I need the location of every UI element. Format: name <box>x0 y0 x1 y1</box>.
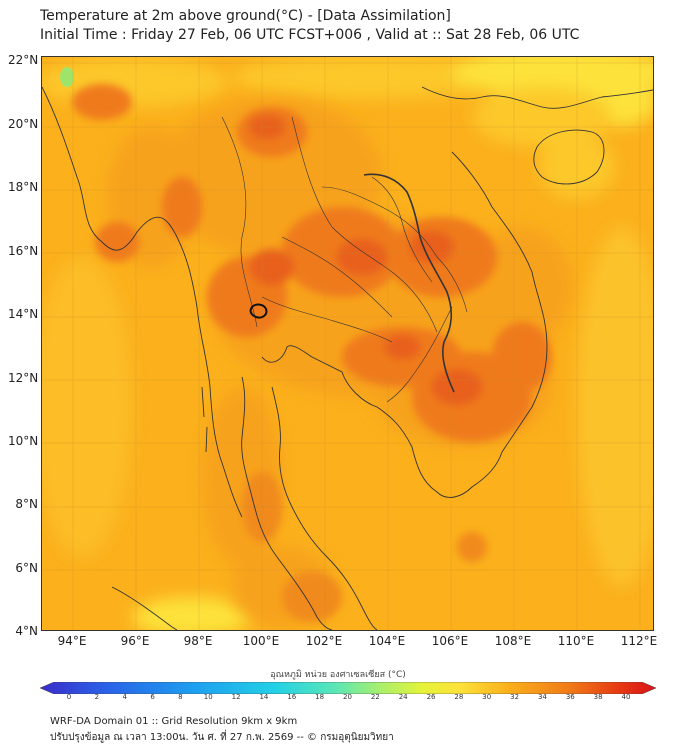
lon-label-110e: 110°E <box>557 634 595 648</box>
colorbar-tick-label: 8 <box>178 693 183 701</box>
hainan-island <box>533 129 605 185</box>
colorbar-tick-label: 14 <box>259 693 269 701</box>
colorbar-tick-label: 32 <box>510 693 520 701</box>
colorbar-title: อุณหภูมิ หน่วย องศาเซลเซียส (°C) <box>270 670 406 680</box>
lon-label-96e: 96°E <box>120 634 150 648</box>
lon-label-112e: 112°E <box>620 634 658 648</box>
river-line <box>386 306 453 403</box>
colorbar-tick-label: 36 <box>565 693 575 701</box>
lat-label-10n: 10°N <box>8 434 39 448</box>
temperature-map <box>41 56 654 631</box>
lat-label-16n: 16°N <box>8 244 39 258</box>
colorbar-tick-label: 30 <box>482 693 492 701</box>
lon-label-94e: 94°E <box>57 634 87 648</box>
lon-label-106e: 106°E <box>431 634 469 648</box>
hottest-zones <box>249 115 482 405</box>
lon-label-104e: 104°E <box>368 634 406 648</box>
lon-label-102e: 102°E <box>305 634 343 648</box>
lat-label-6n: 6°N <box>15 561 38 575</box>
internal-border-6 <box>261 296 393 343</box>
lat-label-22n: 22°N <box>8 53 39 67</box>
colorbar-tick-label: 38 <box>593 693 603 701</box>
lat-label-4n: 4°N <box>15 624 38 638</box>
myanmar-coast <box>42 86 243 518</box>
colorbar-tick-label: 18 <box>315 693 325 701</box>
colorbar-tick-label: 4 <box>122 693 127 701</box>
lon-label-100e: 100°E <box>242 634 280 648</box>
sumatra-coast <box>111 586 178 630</box>
thai-gulf-coast <box>261 151 548 498</box>
internal-border-1 <box>221 116 258 328</box>
colorbar-tick-label: 22 <box>370 693 380 701</box>
andaman-islands <box>201 386 208 453</box>
coastlines-borders <box>42 86 653 630</box>
chart-title: Temperature at 2m above ground(°C) - [Da… <box>40 8 451 24</box>
colorbar-tick-label: 34 <box>537 693 547 701</box>
colorbar-tick-label: 10 <box>203 693 213 701</box>
bangkok-outline <box>249 303 268 319</box>
colorbar-tick-label: 12 <box>231 693 241 701</box>
lat-label-12n: 12°N <box>8 371 39 385</box>
chart-subtitle: Initial Time : Friday 27 Feb, 06 UTC FCS… <box>40 27 580 43</box>
colorbar-tick-label: 2 <box>94 693 100 701</box>
colorbar-tick-label: 40 <box>621 693 631 701</box>
mekong-border <box>363 173 455 393</box>
colorbar-tick-label: 20 <box>343 693 352 701</box>
colorbar-tick-label: 6 <box>150 693 155 701</box>
lat-label-20n: 20°N <box>8 117 39 131</box>
malay-peninsula-coast <box>241 376 333 630</box>
china-coast <box>421 86 653 109</box>
lat-label-14n: 14°N <box>8 307 39 321</box>
temperature-field-svg <box>42 57 653 630</box>
footer-model-info: WRF-DA Domain 01 :: Grid Resolution 9km … <box>50 716 298 727</box>
mild-zones <box>42 57 653 630</box>
lat-label-18n: 18°N <box>8 180 39 194</box>
colorbar-tick-label: 28 <box>454 693 464 701</box>
internal-border-5 <box>281 236 393 318</box>
cool-spot <box>60 67 74 87</box>
lon-label-108e: 108°E <box>494 634 532 648</box>
colorbar-tick-label: 26 <box>426 693 436 701</box>
grid-lines <box>42 57 653 630</box>
colorbar-tick-label: 24 <box>398 693 408 701</box>
colorbar-tick-label: 16 <box>287 693 297 701</box>
internal-border-3 <box>321 186 468 313</box>
lat-label-8n: 8°N <box>15 497 38 511</box>
internal-border-4 <box>371 176 433 283</box>
internal-border-2 <box>291 116 438 333</box>
lon-label-98e: 98°E <box>183 634 213 648</box>
malay-peninsula-east-coast <box>271 386 378 630</box>
colorbar-tick-label: 0 <box>66 693 72 701</box>
footer-update-info: ปรับปรุงข้อมูล ณ เวลา 13:00น. วัน ศ. ที่… <box>50 732 394 743</box>
